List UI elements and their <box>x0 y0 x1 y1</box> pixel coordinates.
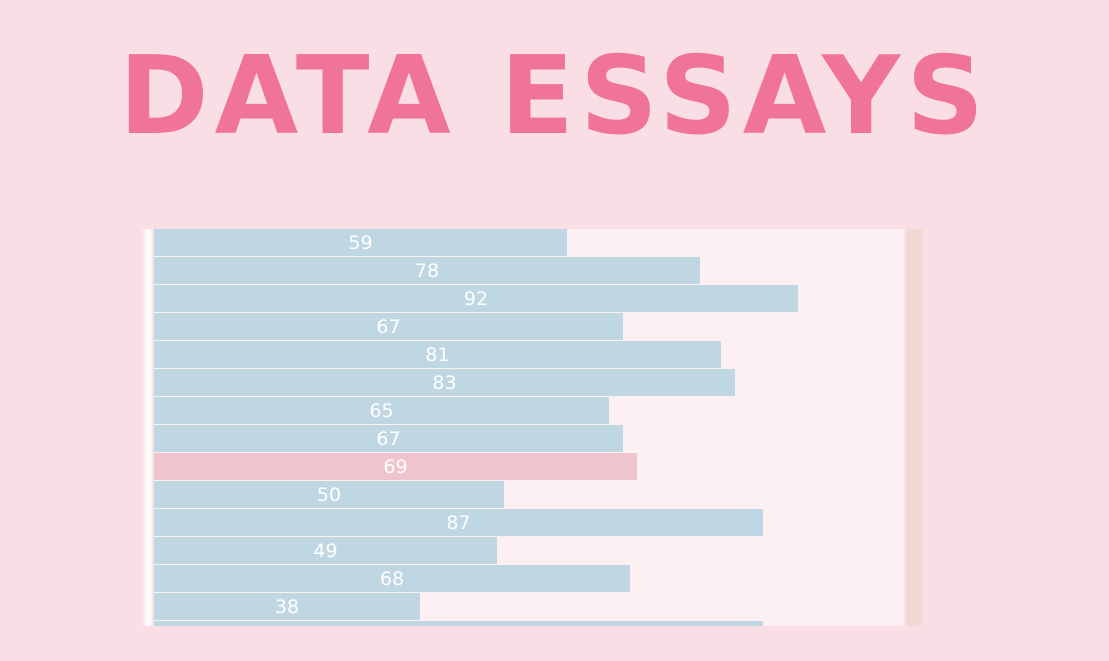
bar-value-label-13: 68 <box>380 568 404 590</box>
bar-2 <box>154 257 700 284</box>
bar-value-label-4: 67 <box>376 316 400 338</box>
bar-value-label-3: 92 <box>464 288 488 310</box>
bar-7 <box>154 397 609 424</box>
bar-4 <box>154 313 623 340</box>
bar-15 <box>154 621 763 626</box>
bar-value-label-10: 50 <box>317 484 341 506</box>
bar-1 <box>154 229 567 256</box>
bar-value-label-12: 49 <box>313 540 337 562</box>
bar-value-label-1: 59 <box>348 232 372 254</box>
bar-value-label-11: 87 <box>446 512 470 534</box>
bar-value-label-2: 78 <box>415 260 439 282</box>
page-title: DATA ESSAYS <box>118 34 991 159</box>
bar-value-label-9: 69 <box>383 456 407 478</box>
bar-14 <box>154 593 420 620</box>
chart-left-border <box>142 229 154 626</box>
bar-13 <box>154 565 630 592</box>
bar-8 <box>154 425 623 452</box>
bar-value-label-14: 38 <box>275 596 299 618</box>
bar-12 <box>154 537 497 564</box>
bar-5 <box>154 341 721 368</box>
bar-value-label-7: 65 <box>369 400 393 422</box>
bar-10 <box>154 481 504 508</box>
bar-value-label-8: 67 <box>376 428 400 450</box>
bar-value-label-6: 83 <box>432 372 456 394</box>
bar-6 <box>154 369 735 396</box>
bar-11 <box>154 509 763 536</box>
bar-chart: 59 78 92 67 81 83 65 67 69 50 87 49 68 38 <box>142 229 922 626</box>
chart-right-border <box>904 229 922 626</box>
bar-3 <box>154 285 798 312</box>
bar-9 <box>154 453 637 480</box>
chart-plot-area: 59 78 92 67 81 83 65 67 69 50 87 49 68 38 <box>154 229 798 626</box>
bar-value-label-5: 81 <box>425 344 449 366</box>
